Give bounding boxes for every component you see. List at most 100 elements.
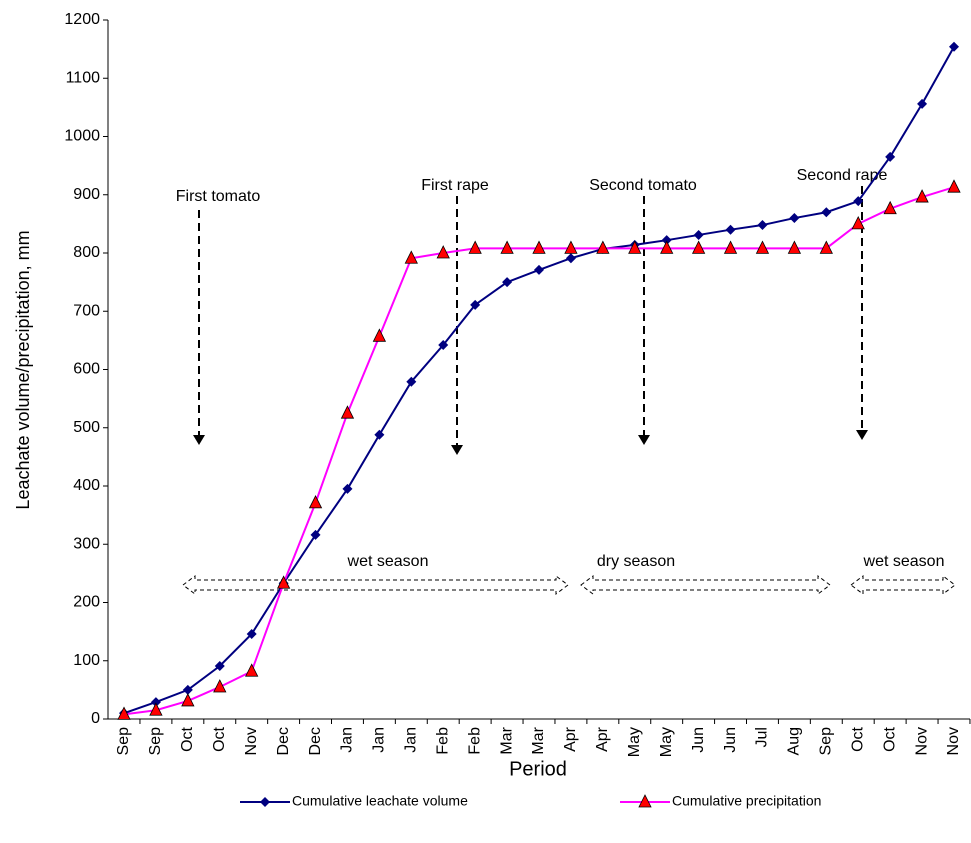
marker: [117, 706, 131, 720]
marker: [150, 697, 161, 708]
legend-label: Cumulative precipitation: [672, 793, 821, 809]
x-tick-label: Dec: [307, 727, 324, 755]
marker: [276, 575, 291, 589]
arrow-head: [193, 435, 205, 445]
annotation: First tomato: [176, 188, 261, 205]
y-tick-label: 400: [73, 477, 100, 494]
marker: [723, 240, 738, 254]
annotation: Second tomato: [589, 177, 697, 194]
marker: [787, 240, 802, 254]
marker: [213, 679, 227, 693]
x-tick-label: Feb: [466, 727, 483, 755]
x-tick-label: May: [626, 727, 643, 757]
marker: [340, 405, 355, 419]
y-tick-label: 1000: [64, 128, 100, 145]
series-line: [123, 46, 955, 715]
marker: [406, 376, 417, 387]
x-tick-label: Sep: [147, 727, 164, 756]
marker: [181, 693, 195, 707]
marker: [853, 196, 864, 207]
marker: [693, 229, 704, 240]
legend-marker: [638, 794, 652, 808]
marker: [342, 483, 353, 494]
legend-marker: [260, 797, 270, 807]
marker: [502, 277, 513, 288]
season-label: dry season: [597, 553, 675, 570]
marker: [917, 98, 928, 109]
marker: [534, 264, 544, 275]
x-axis-label: Period: [509, 758, 567, 780]
marker: [468, 240, 482, 254]
season-label: wet season: [347, 553, 429, 570]
marker: [246, 628, 257, 639]
marker: [660, 240, 674, 254]
x-tick-label: Sep: [115, 727, 132, 756]
marker: [470, 299, 481, 310]
x-tick-label: Jan: [339, 727, 356, 753]
marker: [564, 240, 578, 254]
legend-label: Cumulative leachate volume: [292, 793, 468, 809]
x-tick-label: Aug: [786, 727, 803, 755]
marker: [500, 240, 514, 254]
marker: [949, 41, 959, 52]
marker: [438, 340, 449, 351]
marker: [436, 245, 450, 259]
y-tick-label: 1100: [66, 69, 101, 86]
marker: [757, 220, 768, 231]
marker: [628, 240, 642, 254]
x-tick-label: Oct: [211, 726, 228, 751]
y-tick-label: 100: [73, 652, 100, 669]
marker: [789, 213, 800, 224]
marker: [725, 224, 736, 235]
marker: [308, 494, 323, 509]
x-tick-label: Apr: [562, 726, 579, 752]
marker: [915, 189, 929, 203]
arrow-head: [638, 435, 650, 445]
marker: [755, 240, 770, 254]
season-arrow: [182, 575, 569, 595]
arrow-head: [451, 445, 463, 455]
y-tick-label: 500: [73, 419, 100, 436]
marker: [885, 151, 896, 162]
y-tick-label: 300: [73, 535, 100, 552]
y-tick-label: 700: [73, 302, 100, 319]
x-tick-label: Jul: [754, 727, 771, 747]
marker: [182, 684, 193, 695]
marker: [245, 663, 259, 677]
x-tick-label: Mar: [498, 726, 515, 754]
x-tick-label: Apr: [594, 726, 611, 752]
x-tick-label: Oct: [849, 726, 866, 751]
marker: [404, 250, 418, 264]
y-tick-label: 200: [73, 594, 100, 611]
marker: [214, 660, 225, 671]
x-tick-label: Oct: [179, 726, 196, 751]
x-tick-label: Feb: [434, 727, 451, 755]
x-tick-label: Mar: [530, 726, 547, 754]
x-tick-label: Nov: [243, 727, 260, 755]
x-tick-label: Jun: [722, 727, 739, 753]
annotation: Second rape: [797, 167, 888, 184]
marker: [372, 328, 387, 342]
x-tick-label: Jan: [371, 727, 388, 753]
x-tick-label: Dec: [275, 727, 292, 755]
marker: [691, 240, 706, 254]
season-arrow: [850, 575, 956, 595]
season-arrow: [580, 575, 831, 595]
marker: [149, 702, 163, 716]
x-tick-label: Oct: [881, 726, 898, 751]
season-label: wet season: [863, 553, 945, 570]
marker: [374, 429, 385, 440]
y-tick-label: 800: [73, 244, 100, 261]
x-tick-label: Jun: [690, 727, 707, 753]
y-tick-label: 600: [73, 361, 100, 378]
marker: [883, 200, 897, 215]
x-tick-label: Jan: [403, 727, 420, 753]
marker: [310, 529, 321, 540]
marker: [821, 207, 832, 218]
marker: [947, 179, 961, 193]
annotation: First rape: [421, 177, 489, 194]
marker: [596, 240, 610, 254]
x-tick-label: Nov: [913, 727, 930, 755]
y-axis-label: Leachate volume/precipitation, mm: [13, 230, 33, 509]
